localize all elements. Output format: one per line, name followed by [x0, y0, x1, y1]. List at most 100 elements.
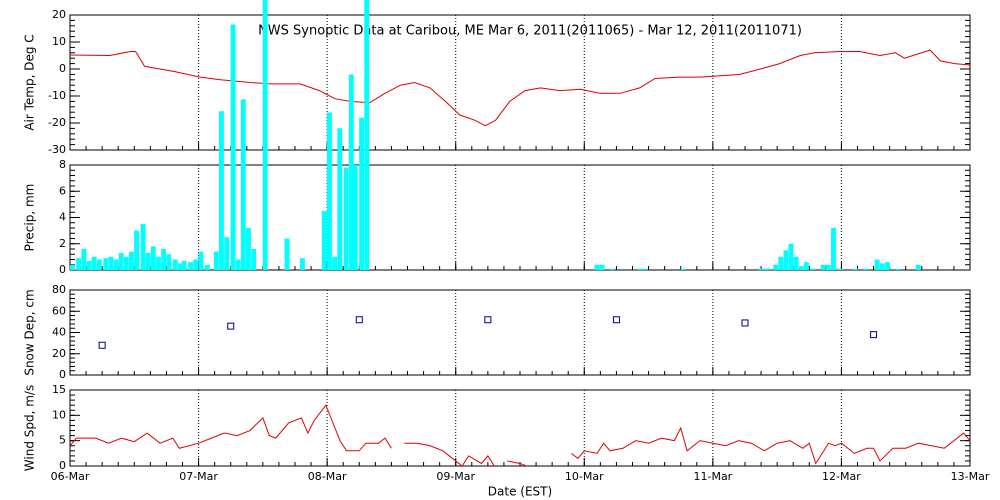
bar [86, 260, 92, 270]
bar [213, 251, 219, 270]
y-tick-label: 0 [59, 368, 66, 381]
bar [874, 259, 880, 270]
x-tick-label: 11-Mar [693, 470, 732, 483]
bar [599, 264, 605, 270]
bar [204, 264, 210, 270]
y-tick-label: 5 [59, 434, 66, 447]
bar [798, 266, 804, 270]
y-tick-label: 80 [52, 283, 66, 296]
y-tick-label: -20 [48, 116, 66, 129]
bar [837, 268, 843, 270]
x-tick-label: 07-Mar [179, 470, 218, 483]
bar [820, 264, 826, 270]
y-tick-label: 15 [52, 383, 66, 396]
bar [327, 112, 332, 270]
y-tick-label: -10 [48, 89, 66, 102]
bar [91, 256, 97, 270]
bar [246, 228, 251, 270]
bar [123, 256, 129, 270]
y-tick-label: 0 [59, 459, 66, 472]
y-axis-label: Air Temp, Deg C [23, 34, 37, 130]
x-axis-label: Date (EST) [488, 485, 552, 499]
data-line [507, 460, 527, 467]
bar [262, 0, 268, 270]
bar [134, 230, 140, 270]
bar [642, 268, 647, 270]
y-tick-label: 60 [52, 304, 66, 317]
y-axis-label: Wind Spd, m/s [23, 385, 37, 471]
bar [332, 256, 338, 270]
y-tick-label: 8 [59, 158, 66, 171]
bar [103, 258, 109, 270]
y-tick-label: -30 [48, 143, 66, 156]
x-tick-label: 12-Mar [822, 470, 861, 483]
y-tick-label: 20 [52, 347, 66, 360]
bar [773, 264, 779, 270]
data-line [404, 442, 495, 467]
bar [636, 268, 642, 270]
bar [240, 99, 246, 270]
bar [251, 249, 257, 270]
bar [188, 262, 194, 270]
bar [235, 259, 241, 270]
bar [863, 268, 869, 270]
x-tick-label: 09-Mar [436, 470, 475, 483]
bar [172, 259, 178, 270]
bar [81, 249, 87, 270]
bar [359, 117, 365, 270]
point [484, 316, 492, 324]
bar [108, 256, 114, 270]
bar [69, 264, 75, 270]
bar [352, 165, 358, 270]
point [98, 341, 106, 349]
bar [145, 252, 151, 270]
panel-frame [69, 389, 971, 467]
bar [348, 74, 354, 270]
bar [337, 128, 343, 270]
bar [609, 268, 615, 270]
y-tick-label: 2 [59, 237, 66, 250]
chart-title: NWS Synoptic Data at Caribou, ME Mar 6, … [258, 24, 802, 39]
y-tick-label: 10 [52, 408, 66, 421]
x-tick-label: 06-Mar [51, 470, 90, 483]
y-axis-label: Precip, mm [23, 184, 37, 252]
bar [177, 263, 183, 270]
bar [793, 256, 799, 270]
bar [831, 228, 836, 270]
y-tick-label: 20 [52, 8, 66, 21]
bar [804, 262, 809, 270]
point [355, 316, 363, 324]
bar [321, 210, 327, 270]
bar [762, 268, 768, 270]
y-tick-label: 4 [59, 211, 66, 224]
bar [118, 252, 124, 270]
bar [783, 250, 789, 270]
bar [76, 258, 82, 270]
y-tick-label: 0 [59, 263, 66, 276]
bar [852, 268, 858, 270]
y-axis-label: Snow Dep, cm [23, 289, 37, 375]
bar [150, 246, 156, 270]
bar [198, 251, 204, 270]
bar [885, 262, 890, 270]
data-line [69, 404, 392, 452]
bar [166, 254, 172, 270]
bar [879, 263, 885, 270]
point [612, 316, 620, 324]
bar [788, 243, 794, 270]
y-tick-label: 10 [52, 35, 66, 48]
bar [284, 238, 290, 270]
bar [895, 268, 901, 270]
y-tick-label: 0 [59, 62, 66, 75]
y-tick-label: 6 [59, 184, 66, 197]
point [870, 331, 878, 339]
x-tick-label: 13-Mar [951, 470, 990, 483]
bar [300, 258, 305, 270]
point [741, 319, 749, 327]
bar [193, 259, 199, 270]
y-tick-label: 40 [52, 326, 66, 339]
bar [224, 237, 230, 270]
x-tick-label: 08-Mar [308, 470, 347, 483]
bar [129, 251, 134, 270]
